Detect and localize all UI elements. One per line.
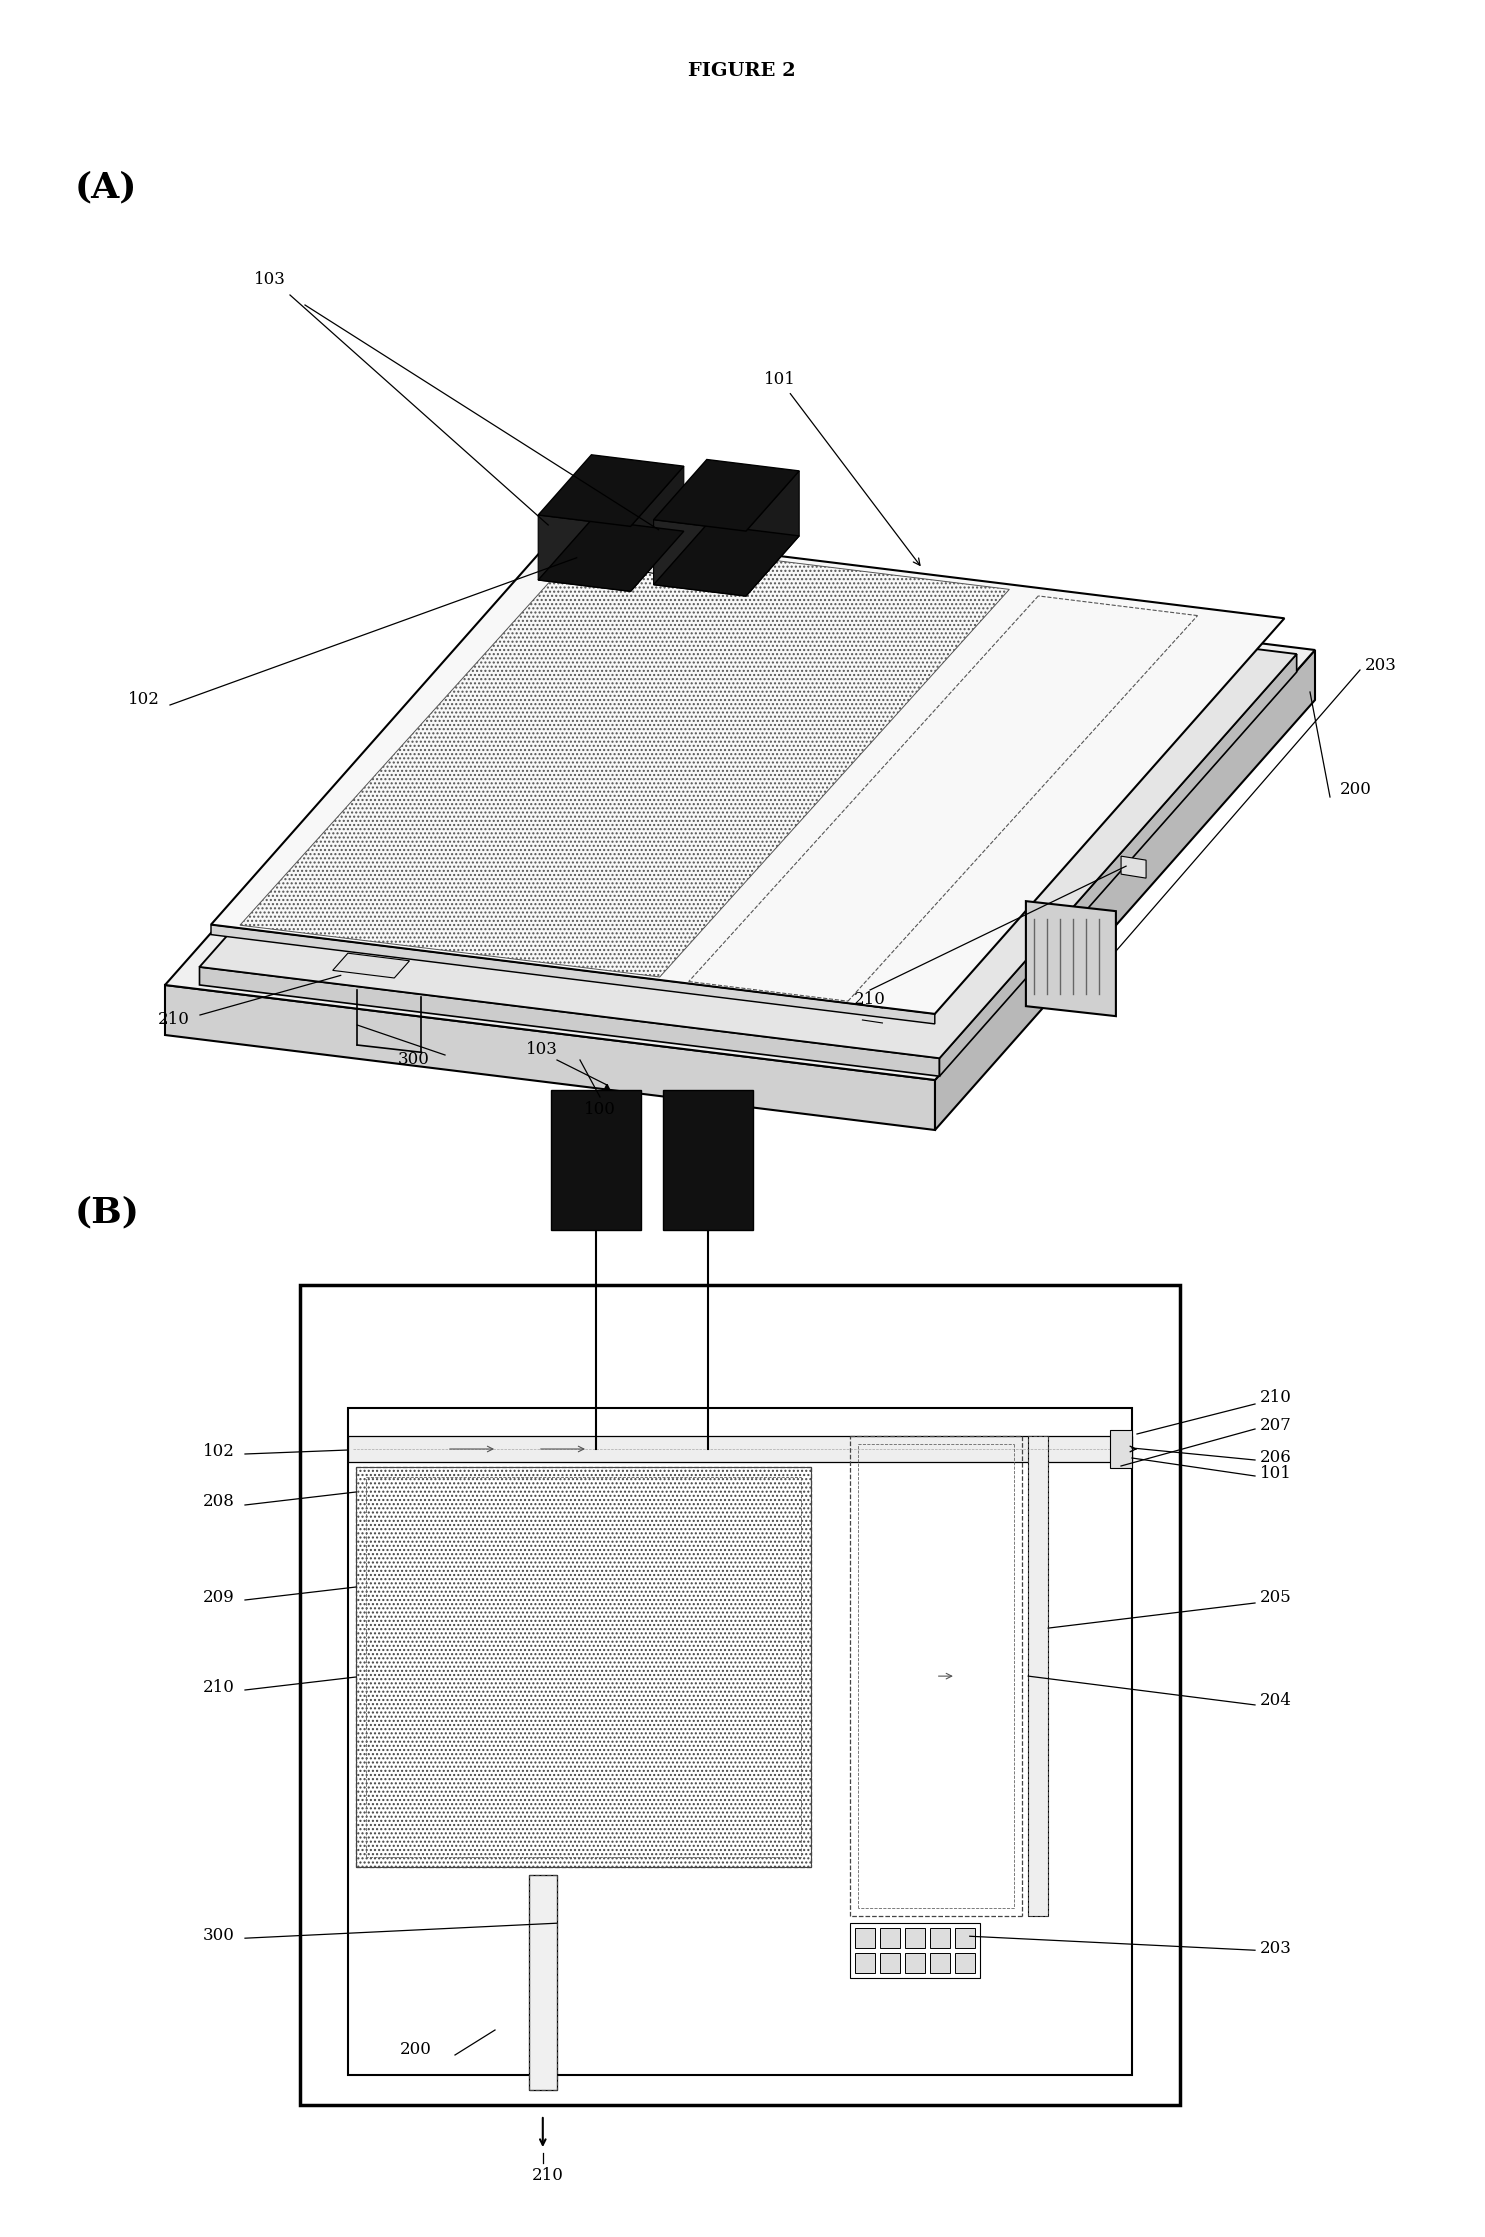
Polygon shape [879, 1928, 900, 1948]
Polygon shape [936, 651, 1316, 1130]
Text: 300: 300 [398, 1051, 431, 1069]
Polygon shape [211, 528, 1285, 1013]
Text: 102: 102 [128, 691, 160, 709]
Text: 205: 205 [1259, 1591, 1292, 1606]
Polygon shape [1121, 857, 1146, 879]
Polygon shape [165, 555, 1316, 1080]
Polygon shape [855, 1928, 875, 1948]
Polygon shape [333, 953, 410, 978]
Polygon shape [529, 1875, 557, 2089]
Text: 203: 203 [1259, 1939, 1292, 1957]
Text: (B): (B) [76, 1195, 140, 1228]
Polygon shape [879, 1953, 900, 1973]
Text: 200: 200 [1339, 781, 1372, 799]
Polygon shape [347, 1407, 1132, 2076]
Text: 100: 100 [584, 1101, 616, 1118]
Text: 209: 209 [203, 1588, 235, 1606]
Polygon shape [199, 966, 940, 1076]
Text: 210: 210 [532, 2165, 564, 2183]
Polygon shape [955, 1928, 974, 1948]
Polygon shape [631, 465, 683, 591]
Polygon shape [538, 515, 631, 591]
Text: 207: 207 [1259, 1418, 1292, 1434]
Text: 210: 210 [157, 1011, 190, 1029]
Text: 208: 208 [203, 1494, 235, 1510]
Polygon shape [347, 1436, 1132, 1463]
Text: 103: 103 [254, 271, 287, 289]
Text: 210: 210 [1259, 1389, 1292, 1407]
Polygon shape [633, 550, 662, 575]
Text: 200: 200 [399, 2042, 432, 2058]
Text: (A): (A) [76, 170, 138, 204]
Polygon shape [904, 1928, 925, 1948]
Polygon shape [1026, 902, 1115, 1016]
Text: 101: 101 [1259, 1465, 1292, 1481]
Text: 300: 300 [203, 1926, 235, 1944]
Polygon shape [551, 1089, 642, 1230]
Polygon shape [930, 1928, 950, 1948]
Polygon shape [165, 984, 936, 1130]
Text: 101: 101 [765, 371, 921, 566]
Text: 203: 203 [1365, 655, 1397, 673]
Text: FIGURE 2: FIGURE 2 [688, 63, 796, 81]
Text: 103: 103 [526, 1042, 558, 1058]
Text: 210: 210 [203, 1678, 235, 1696]
Text: 204: 204 [1259, 1691, 1292, 1709]
Polygon shape [538, 454, 683, 526]
Polygon shape [300, 1284, 1181, 2105]
Text: 210: 210 [854, 991, 887, 1009]
Polygon shape [538, 519, 683, 591]
Polygon shape [211, 924, 934, 1025]
Polygon shape [1028, 1436, 1048, 1917]
Polygon shape [904, 1953, 925, 1973]
Polygon shape [199, 564, 1296, 1058]
Polygon shape [653, 523, 799, 595]
Text: 102: 102 [203, 1443, 235, 1459]
Polygon shape [1109, 1429, 1132, 1467]
Polygon shape [235, 555, 999, 987]
Polygon shape [855, 1953, 875, 1973]
Polygon shape [955, 1953, 974, 1973]
Polygon shape [940, 653, 1296, 1076]
Polygon shape [745, 472, 799, 595]
Polygon shape [662, 1089, 753, 1230]
Polygon shape [653, 459, 799, 530]
Text: 206: 206 [1259, 1450, 1292, 1467]
Polygon shape [653, 519, 745, 595]
Polygon shape [930, 1953, 950, 1973]
